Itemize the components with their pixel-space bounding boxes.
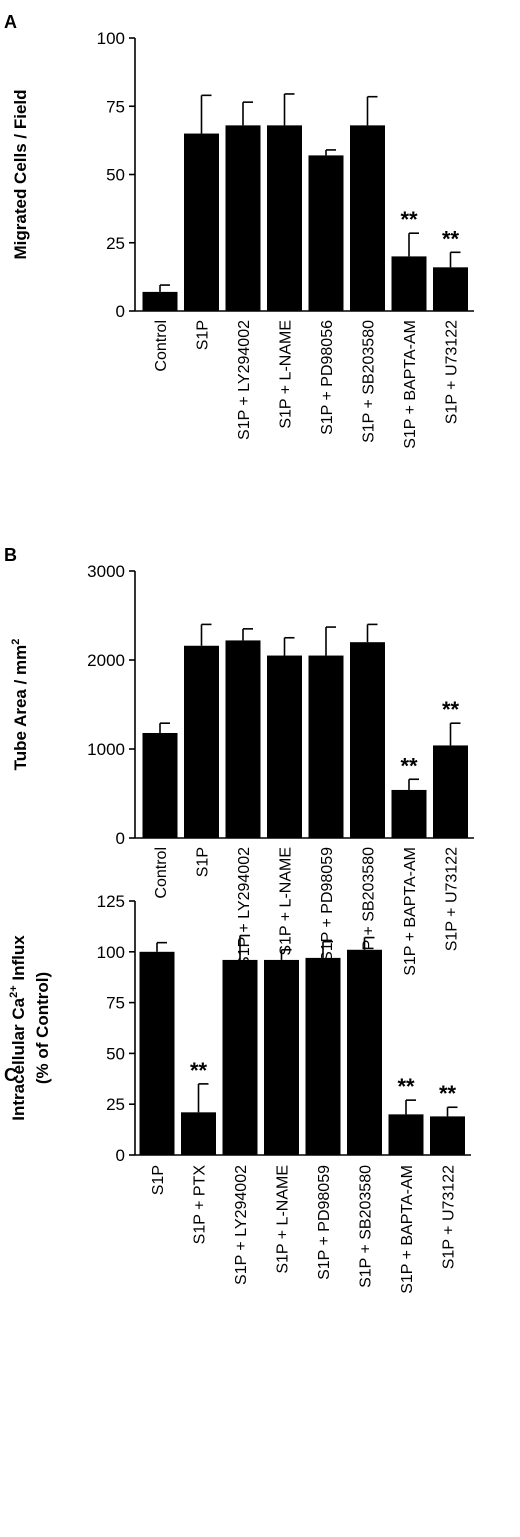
panel-a-category-label: S1P + U73122 <box>444 320 461 424</box>
panel-c-y-axis-title-superscript: 2+ <box>8 985 20 998</box>
panel-b: B 0 1000 2000 3000 Tube Area / mm2 Control S1P S… <box>4 545 474 976</box>
panel-c-significance-label: ** <box>397 1074 415 1099</box>
panel-b-significance-label: ** <box>400 753 418 778</box>
panel-a-y-tick-label: 25 <box>106 234 125 253</box>
panel-c-y-tick-label: 25 <box>106 1095 125 1114</box>
panel-a-bar <box>225 125 261 311</box>
panel-b-category-label: S1P + U73122 <box>444 847 461 951</box>
panel-a-bar <box>184 133 219 311</box>
panel-a-category-label: S1P + L-NAME <box>278 320 295 429</box>
panel-a: A 0 25 50 75 100 Migrated Cells / Field Control… <box>4 12 474 449</box>
panel-b-y-tick-label: 0 <box>116 829 125 848</box>
panel-c-category-label: S1P + LY294002 <box>233 1165 250 1285</box>
panel-a-y-axis-title-text: Migrated Cells / Field <box>11 89 30 259</box>
panel-a-significance-label: ** <box>400 207 418 232</box>
panel-b-label: B <box>4 545 17 565</box>
panel-c-bar <box>347 949 382 1155</box>
panel-c-significance-label: ** <box>190 1058 208 1083</box>
panel-a-category-label: Control <box>153 320 170 372</box>
panel-b-category-label: S1P + LY294002 <box>236 847 253 967</box>
panel-a-category-label: S1P + LY294002 <box>236 320 253 440</box>
panel-c-bar <box>388 1114 424 1155</box>
panel-b-y-tick-label: 3000 <box>87 562 125 581</box>
panel-b-category-label: S1P + PD98059 <box>319 847 336 962</box>
panel-a-significance-label: ** <box>442 226 460 251</box>
panel-a-label: A <box>4 12 17 32</box>
panel-a-y-tick-label: 100 <box>97 29 125 48</box>
panel-c-y-tick-label: 125 <box>97 892 125 911</box>
panel-c-y-tick-label: 50 <box>106 1044 125 1063</box>
panel-c-bar <box>139 951 175 1155</box>
panel-b-y-tick-label: 1000 <box>87 740 125 759</box>
panel-b-bar <box>142 732 178 838</box>
panel-a-y-tick-label: 50 <box>106 166 125 185</box>
panel-b-bar <box>267 655 302 838</box>
panel-b-bar <box>184 645 219 838</box>
panel-a-category-label: S1P <box>195 320 212 350</box>
panel-b-y-axis-title: Tube Area / mm2 <box>10 639 30 771</box>
panel-a-y-tick-label: 0 <box>116 302 125 321</box>
panel-a-bar <box>391 256 427 311</box>
panel-c-y-axis-title-text: Intracellular Ca <box>9 997 28 1120</box>
panel-b-category-label: Control <box>153 847 170 899</box>
panel-c-category-label: S1P + SB203580 <box>358 1165 375 1288</box>
panel-b-bar <box>350 642 385 838</box>
panel-a-category-label: S1P + PD98056 <box>319 320 336 435</box>
panel-c-category-label: S1P + BAPTA-AM <box>399 1165 416 1294</box>
panel-b-category-label: S1P + L-NAME <box>278 847 295 956</box>
panel-b-bar <box>225 640 261 838</box>
panel-c-label: C <box>4 1065 17 1085</box>
panel-c-y-tick-label: 100 <box>97 943 125 962</box>
panel-c-bar <box>430 1116 465 1155</box>
panel-c-significance-label: ** <box>439 1081 457 1106</box>
panel-c-category-label: S1P <box>150 1165 167 1195</box>
panel-c-category-label: S1P + PD98059 <box>316 1165 333 1280</box>
panel-a-bar <box>267 125 302 311</box>
panel-c-category-label: S1P + L-NAME <box>275 1165 292 1274</box>
panel-a-category-label: S1P + BAPTA-AM <box>402 320 419 449</box>
panel-c-y-tick-label: 75 <box>106 994 125 1013</box>
panel-c-bar <box>305 957 341 1155</box>
panel-a-bar <box>308 155 344 311</box>
panel-b-y-tick-label: 2000 <box>87 651 125 670</box>
panel-b-y-axis-title-text: Tube Area / mm <box>11 645 30 771</box>
panel-c-bar <box>181 1112 216 1155</box>
panel-c-bar <box>264 959 299 1155</box>
panel-a-bar <box>433 267 468 311</box>
panel-b-bar <box>308 655 344 838</box>
panel-b-bar <box>391 789 427 838</box>
panel-c-y-tick-label: 0 <box>116 1146 125 1165</box>
panel-b-significance-label: ** <box>442 697 460 722</box>
panel-c-category-label: S1P + U73122 <box>441 1165 458 1269</box>
panel-c-y-axis-title: Intracellular Ca2+ Influx <box>8 935 28 1121</box>
panel-c-y-axis-title-suffix: Influx <box>9 935 28 986</box>
panel-b-y-axis-title-superscript: 2 <box>10 639 22 645</box>
panel-c-y-axis-title-line2: (% of Control) <box>33 972 52 1084</box>
panel-a-bar <box>142 291 178 311</box>
panel-c-category-label: S1P + PTX <box>192 1165 209 1245</box>
panel-b-bar <box>433 745 468 838</box>
panel-b-category-label: S1P + BAPTA-AM <box>402 847 419 976</box>
panel-c-bar <box>222 959 258 1155</box>
panel-a-category-label: S1P + SB203580 <box>361 320 378 443</box>
panel-a-y-tick-label: 75 <box>106 97 125 116</box>
panel-b-category-label: S1P <box>195 847 212 877</box>
panel-a-bar <box>350 125 385 311</box>
panel-a-y-axis-title: Migrated Cells / Field <box>11 89 30 259</box>
